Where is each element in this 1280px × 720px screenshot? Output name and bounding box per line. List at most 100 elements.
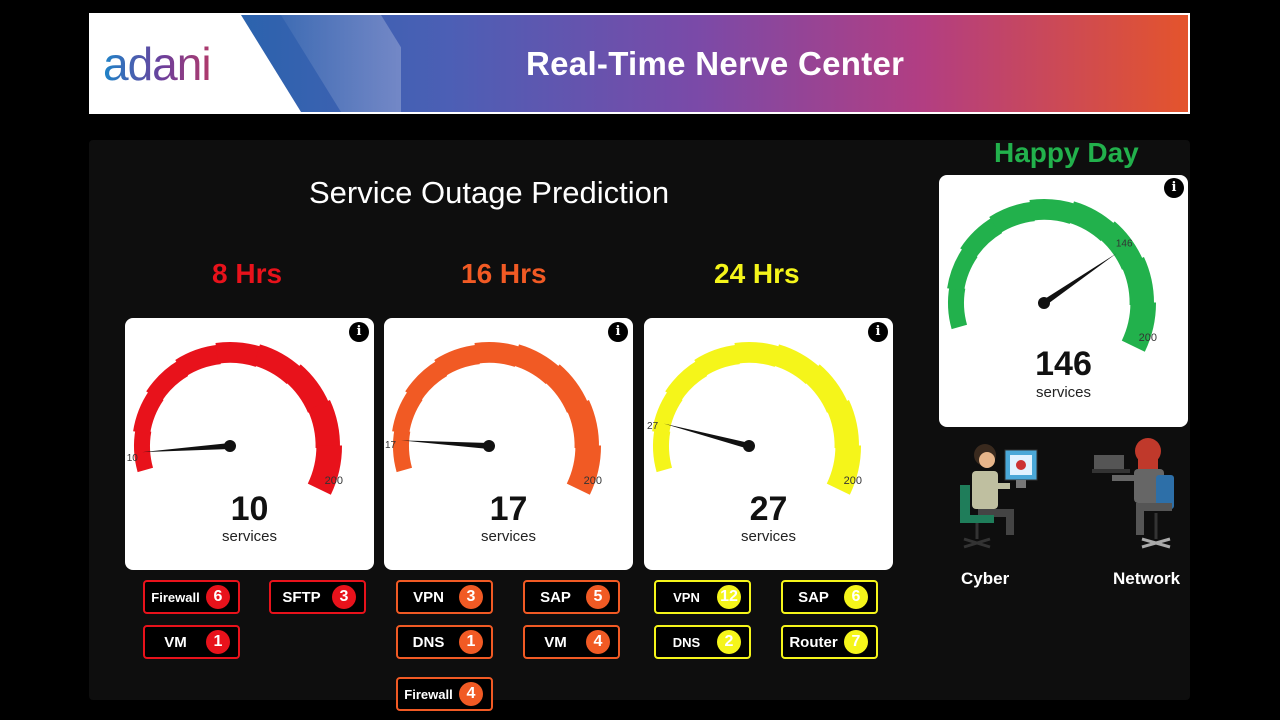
chip-label: VPN (673, 589, 700, 605)
gauge-segment (652, 390, 683, 434)
status-label: Happy Day (994, 137, 1139, 168)
gauge-segment (405, 360, 448, 402)
gauge-segment (960, 217, 1003, 259)
gauge-segment (285, 364, 330, 413)
gauge-segment (1067, 201, 1116, 242)
gauge-segment (1121, 257, 1154, 306)
network-engineer-illustration (1092, 438, 1174, 549)
chip-label: VM (544, 633, 567, 651)
chip-firewall-16h[interactable]: Firewall 4 (396, 677, 493, 711)
gauge-segment (1099, 221, 1144, 270)
gauge-card-8h: 10 200 i 10 services (125, 318, 374, 570)
chip-count: 2 (717, 630, 741, 654)
gauge-segment (947, 247, 978, 291)
role-label-network: Network (1113, 569, 1181, 588)
gauge-max-label: 200 (325, 475, 343, 487)
chip-sap-16h[interactable]: SAP 5 (523, 580, 620, 614)
gauge-value-label: 17 (385, 440, 397, 451)
gauge-segment (253, 344, 302, 385)
chip-vpn-24h[interactable]: VPN 12 (654, 580, 751, 614)
gauge-segment (1121, 302, 1156, 352)
chip-count: 6 (206, 585, 230, 609)
chip-label: DNS (672, 634, 701, 650)
chip-dns-16h[interactable]: DNS 1 (396, 625, 493, 659)
gauge-needle (401, 440, 490, 449)
chip-vm-16h[interactable]: VM 4 (523, 625, 620, 659)
gauge-segment (1029, 199, 1077, 224)
gauge-segment (307, 445, 342, 495)
horizon-label-8h: 8 Hrs (212, 258, 283, 289)
gauge-segment (392, 390, 423, 434)
role-label-cyber: Cyber (961, 569, 1010, 588)
chip-label: Firewall (151, 589, 200, 605)
gauge-8h: 10 200 (127, 342, 343, 495)
page-title: Real-Time Nerve Center (526, 45, 905, 82)
chip-firewall-8h[interactable]: Firewall 6 (143, 580, 240, 614)
gauge-segment (665, 360, 708, 402)
overall-value: 146 (1035, 345, 1092, 383)
banner-gradient (241, 15, 1188, 112)
header-banner: adani Real-Time Nerve Center (89, 13, 1190, 114)
gauge-segment (133, 390, 164, 434)
gauge-16h: 17 200 (385, 342, 602, 495)
horizon-label-16h: 16 Hrs (461, 258, 547, 289)
gauge-value-label: 27 (647, 421, 659, 432)
gauge-segment (175, 344, 221, 377)
info-icon[interactable]: i (868, 322, 888, 342)
chip-label: SAP (540, 588, 571, 606)
gauge-segment (772, 344, 821, 385)
gauge-value: 10 (230, 490, 269, 528)
gauge-24h: 27 200 (647, 342, 862, 495)
chip-count: 1 (206, 630, 230, 654)
chip-label: DNS (412, 633, 445, 651)
chip-label: SFTP (282, 588, 321, 606)
gauge-needle-hub (743, 440, 755, 452)
gauge-segment (694, 344, 740, 377)
section-title: Service Outage Prediction (309, 175, 670, 210)
info-icon[interactable]: i (608, 322, 628, 342)
chip-sap-24h[interactable]: SAP 6 (781, 580, 878, 614)
chip-router-24h[interactable]: Router 7 (781, 625, 878, 659)
chip-dns-24h[interactable]: DNS 2 (654, 625, 751, 659)
chip-label: Firewall (404, 686, 453, 702)
chip-vpn-16h[interactable]: VPN 3 (396, 580, 493, 614)
gauge-card-24h: 27 200 i 27 services (644, 318, 893, 570)
cyber-analyst-illustration (960, 444, 1038, 549)
gauge-needle-hub (1038, 297, 1050, 309)
chip-count: 3 (459, 585, 483, 609)
chip-label: VM (164, 633, 187, 651)
chip-count: 1 (459, 630, 483, 654)
gauge-segment (474, 342, 522, 367)
gauge-needle (663, 423, 750, 449)
chip-count: 7 (844, 630, 868, 654)
gauge-needle-hub (224, 440, 236, 452)
gauge-segment (512, 344, 561, 385)
gauge-segment (146, 360, 189, 402)
gauge-segment (826, 445, 861, 495)
info-icon[interactable]: i (1164, 178, 1184, 198)
gauge-unit: services (740, 528, 796, 545)
gauge-segment (734, 342, 782, 367)
overall-gauge: 146 200 (947, 199, 1157, 352)
chip-vm-8h[interactable]: VM 1 (143, 625, 240, 659)
gauge-max-label: 200 (844, 475, 862, 487)
gauge-segment (653, 428, 673, 473)
gauge-segment (566, 445, 601, 495)
adani-logo: adani (103, 38, 212, 90)
chip-count: 3 (332, 585, 356, 609)
gauge-max-label: 200 (1139, 332, 1157, 344)
info-icon[interactable]: i (349, 322, 369, 342)
chip-label: Router (789, 633, 838, 651)
chip-label: VPN (413, 588, 444, 606)
gauge-segment (393, 428, 413, 473)
gauge-unit: services (480, 528, 536, 545)
gauge-segment (134, 428, 154, 473)
overall-unit: services (1035, 384, 1091, 401)
gauge-needle (1042, 253, 1117, 306)
gauge-value-label: 10 (127, 453, 139, 464)
gauge-segment (434, 344, 480, 377)
gauge-value: 17 (489, 490, 528, 528)
chip-sftp-8h[interactable]: SFTP 3 (269, 580, 366, 614)
gauge-segment (307, 400, 340, 449)
chip-count: 12 (717, 585, 741, 609)
